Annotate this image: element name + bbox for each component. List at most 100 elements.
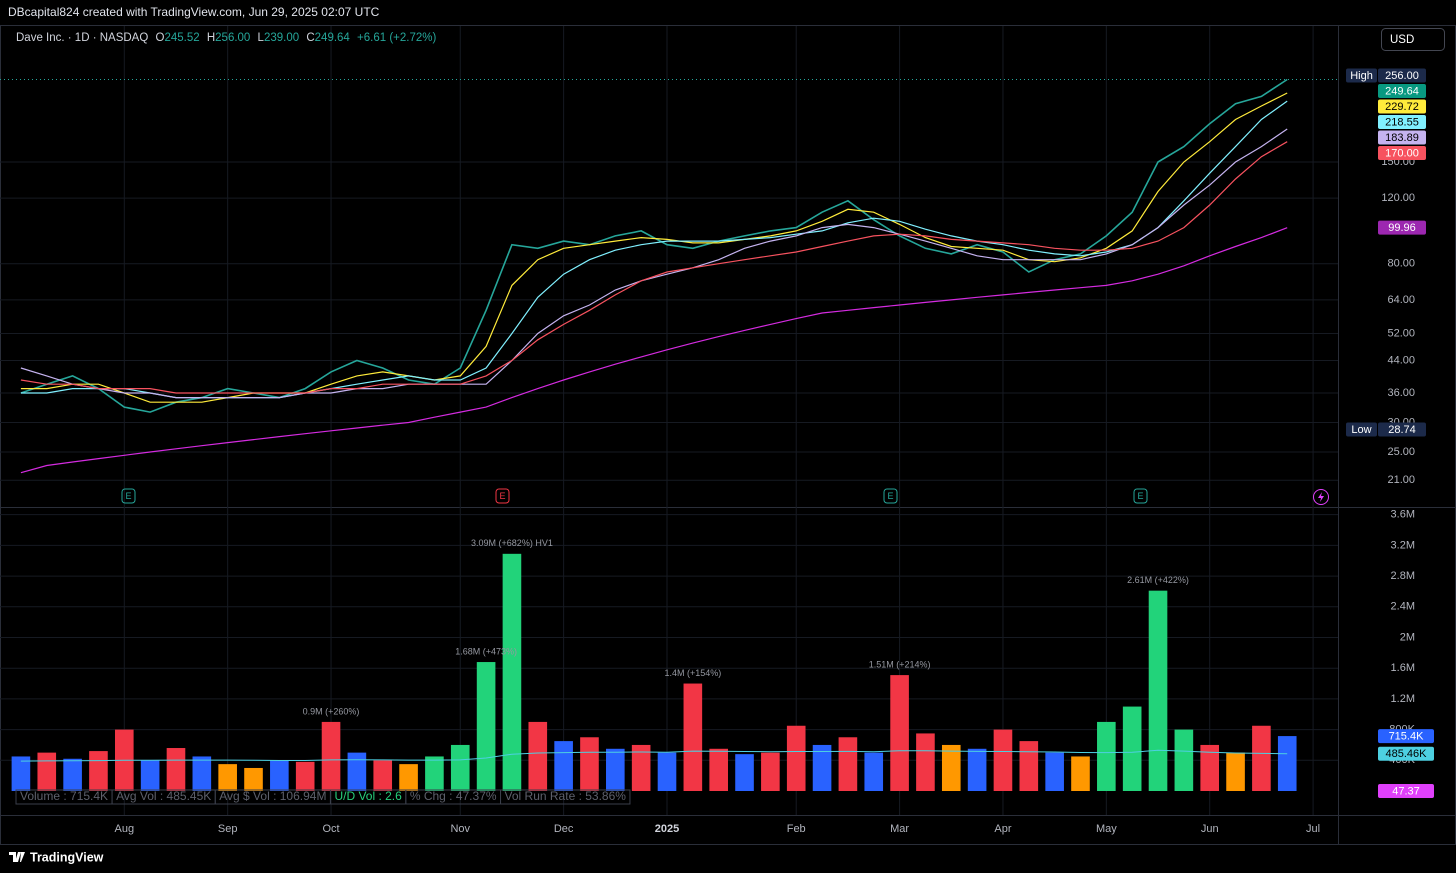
volume-bar [321,721,341,791]
pct-label: 47.37 [1392,785,1420,797]
legend-value: 249.64 [315,32,351,44]
volume-bar [476,662,496,791]
price-label: 99.96 [1388,222,1416,234]
volume-label: 485.46K [1386,748,1428,760]
volume-bar [838,737,858,791]
x-tick-label: Apr [994,823,1011,835]
volume-bar [1045,752,1064,791]
volume-bar [89,751,108,791]
volume-bar [37,752,57,791]
stat: Avg $ Vol : 106.94M [219,789,326,803]
price-label: 28.74 [1388,424,1416,436]
y-tick-label: 44.00 [1387,354,1415,366]
price-label: 256.00 [1385,70,1419,82]
volume-bar [631,744,651,791]
y-tick-label: 52.00 [1387,327,1415,339]
y-tick-label: 1.6M [1391,662,1415,674]
currency-button[interactable] [1381,28,1445,51]
price-label: 183.89 [1385,132,1419,144]
price-tag-box [1346,422,1377,437]
earnings-icon [121,488,136,504]
legend-key: O [156,32,165,44]
volume-bar [1226,752,1245,791]
volume-bar [606,748,625,791]
volume-annotation: 1.68M (+473%) [455,646,517,656]
volume-bar [347,752,367,791]
volume-bar [812,744,832,791]
volume-annotation: 1.51M (+214%) [869,659,931,669]
y-tick-label: 25.00 [1387,446,1415,458]
y-tick-label: 1.2M [1391,693,1415,705]
price-line [20,78,1288,413]
price-label-box [1378,68,1426,83]
volume-bar [450,744,470,791]
x-tick-label: Feb [787,823,806,835]
legend-key: C [306,32,314,44]
volume-bar [192,756,212,791]
volume-bar [554,741,573,791]
legend-symbol: Dave Inc. · 1D · NASDAQ [16,32,148,44]
volume-bar [166,748,186,791]
price-label-box [1378,145,1426,160]
y-tick-label: 36.00 [1387,387,1415,399]
volume-bar [1174,729,1194,791]
volume-bar [373,760,393,791]
price-tag-box [1346,68,1377,83]
moving-average [20,141,1288,394]
price-label: 249.64 [1385,85,1419,97]
y-tick-label: 2.8M [1391,570,1415,582]
volume-bar [1277,736,1297,791]
legend-change: +6.61 (+2.72%) [357,32,436,44]
y-tick-label: 64.00 [1387,294,1415,306]
legend: Dave Inc. · 1D · NASDAQ O245.52 H256.00 … [16,32,436,44]
y-tick-label: 3.2M [1391,539,1415,551]
volume-bar [11,756,31,791]
currency-label[interactable]: USD [1390,34,1414,46]
price-label-box [1378,220,1426,235]
moving-average [20,227,1288,474]
volume-bar [1200,744,1220,791]
legend-value: 239.00 [264,32,299,44]
earnings-marker: E [887,491,893,501]
footer-logo: TradingView [9,850,104,864]
earnings-icon [1133,488,1148,504]
volume-bar [528,721,548,791]
stat: Volume : 715.4K [20,789,108,803]
volume-annotation: 2.61M (+422%) [1127,575,1189,585]
stats-bar: Volume : 715.4K Avg Vol : 485.45K Avg $ Vo… [15,789,631,805]
legend-key: L [258,32,265,44]
stat-box [500,789,631,805]
volume-bar [399,764,418,791]
volume-annotation: 0.9M (+260%) [303,706,360,716]
volume-bar [786,725,806,791]
earnings-markers: E E E E [121,488,1329,505]
volume-bar [1097,721,1116,791]
volume-bar [657,752,677,791]
price-label-box [1378,114,1426,129]
volume-bar [916,733,935,791]
y-tick-label: 120.00 [1381,192,1415,204]
price-label-box [1378,130,1426,145]
lightning-icon [1318,492,1324,502]
volume-bar [244,767,263,791]
volume-bar [967,748,987,791]
y-tick-label: 2.4M [1391,601,1415,613]
volume-bar [1122,706,1142,791]
x-tick-label: May [1096,823,1117,835]
volume-bar [864,752,884,791]
average-volume-line [20,749,1288,762]
price-tag: High [1350,70,1373,82]
volume-bar [1148,590,1168,791]
y-tick-label: 2M [1400,631,1415,643]
x-tick-label: Jul [1306,823,1320,835]
volume-annotation: 3.09M (+682%) HV1 [471,538,553,548]
y-tick-label: 21.00 [1387,474,1415,486]
logo-icon [9,852,25,862]
volume-bar [580,737,599,791]
volume-bar [941,744,961,791]
x-tick-label: Sep [218,823,238,835]
pct-box [1378,784,1434,798]
stat: Avg Vol : 485.45K [116,789,211,803]
